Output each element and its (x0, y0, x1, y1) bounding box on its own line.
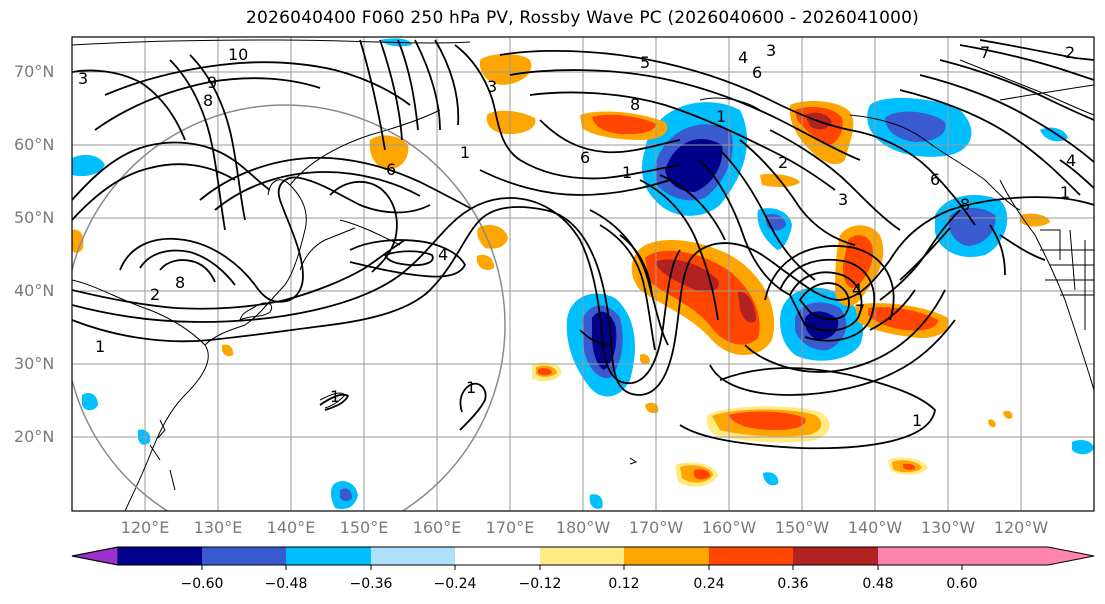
colorbar (71, 546, 1095, 570)
lat-label: 40°N (14, 281, 55, 300)
contour-label: 4 (738, 48, 748, 67)
lat-label: 50°N (14, 208, 55, 227)
lon-label: 170°E (485, 518, 535, 537)
positive-anomaly-shading (72, 54, 1050, 487)
map-frame (71, 36, 1095, 512)
colorbar-swatch (793, 547, 878, 565)
contour-label: 4 (852, 280, 862, 299)
contour-label: 1 (330, 387, 340, 406)
contour-label: 6 (580, 148, 590, 167)
lon-label: 140°W (847, 518, 903, 537)
lat-label: 20°N (14, 427, 55, 446)
colorbar-swatch (624, 547, 709, 565)
lon-label: 150°W (774, 518, 830, 537)
lon-label: 120°E (120, 518, 170, 537)
contour-label: 3 (78, 69, 88, 88)
colorbar-swatch (371, 547, 455, 565)
colorbar-swatch (118, 547, 202, 565)
contour-label: 7 (855, 301, 865, 320)
lon-label: 140°E (266, 518, 316, 537)
colorbar-tick-label: 0.12 (608, 576, 640, 592)
colorbar-tick-label: −0.48 (264, 576, 308, 592)
colorbar-extend-low (71, 546, 119, 566)
contour-label: 8 (630, 95, 640, 114)
colorbar-tick-label: 0.36 (777, 576, 809, 592)
contour-label: 10 (228, 45, 248, 64)
map-title: 2026040400 F060 250 hPa PV, Rossby Wave … (246, 8, 919, 28)
contour-label: 1 (716, 107, 726, 126)
contour-label: 1 (460, 143, 470, 162)
contour-label: 2 (778, 153, 788, 172)
pv-contours (72, 39, 1094, 450)
contour-labels: 10 9 8 3 6 1 4 8 2 6 8 3 5 4 3 6 1 2 1 4… (78, 41, 1076, 430)
colorbar-tick-label: −0.60 (180, 576, 224, 592)
contour-label: 3 (838, 190, 848, 209)
contour-label: 1 (912, 411, 922, 430)
contour-label: 4 (438, 245, 448, 264)
colorbar-tick-label: 0.60 (946, 576, 978, 592)
colorbar-swatch (540, 547, 624, 565)
contour-label: 1 (466, 378, 476, 397)
lon-label: 160°E (412, 518, 462, 537)
colorbar-swatch (455, 547, 540, 565)
lon-label: 180°W (555, 518, 611, 537)
lon-label: 130°E (193, 518, 243, 537)
colorbar-tick-label: −0.36 (349, 576, 393, 592)
contour-label: 6 (752, 63, 762, 82)
colorbar-tick-label: −0.24 (433, 576, 477, 592)
colorbar-swatch (202, 547, 286, 565)
contour-label: 8 (203, 91, 213, 110)
lon-label: 170°W (628, 518, 684, 537)
contour-label: 6 (930, 170, 940, 189)
contour-label: 4 (1066, 151, 1076, 170)
lat-label: 30°N (14, 354, 55, 373)
contour-label: 9 (207, 73, 217, 92)
contour-label: 2 (1065, 43, 1075, 62)
colorbar-outline (71, 546, 1095, 566)
colorbar-swatch (286, 547, 371, 565)
contour-label: 1 (1060, 183, 1070, 202)
contour-label: 3 (487, 77, 497, 96)
lon-label: 160°W (701, 518, 757, 537)
colorbar-swatch (709, 547, 793, 565)
contour-label: 8 (175, 273, 185, 292)
colorbar-tick-label: 0.48 (862, 576, 894, 592)
contour-label: 5 (640, 53, 650, 72)
contour-label: 6 (386, 160, 396, 179)
lon-label: 150°E (339, 518, 389, 537)
colorbar-extend-high (962, 547, 1094, 565)
lat-label: 70°N (14, 62, 55, 81)
colorbar-tick-label: 0.24 (693, 576, 725, 592)
contour-label: 7 (980, 43, 990, 62)
contour-label: 3 (766, 41, 776, 60)
colorbar-tick-label: −0.12 (518, 576, 562, 592)
lon-label: 130°W (920, 518, 976, 537)
colorbar-swatch (878, 547, 962, 565)
region-circle (72, 104, 506, 511)
lat-label: 60°N (14, 135, 55, 154)
contour-label: 1 (95, 337, 105, 356)
graticule (72, 37, 1094, 511)
contour-label: 2 (150, 285, 160, 304)
contour-label: 8 (960, 195, 970, 214)
map-plot-area: 10 9 8 3 6 1 4 8 2 6 8 3 5 4 3 6 1 2 1 4… (72, 37, 1094, 511)
contour-label: 1 (622, 163, 632, 182)
lon-label: 120°W (993, 518, 1049, 537)
